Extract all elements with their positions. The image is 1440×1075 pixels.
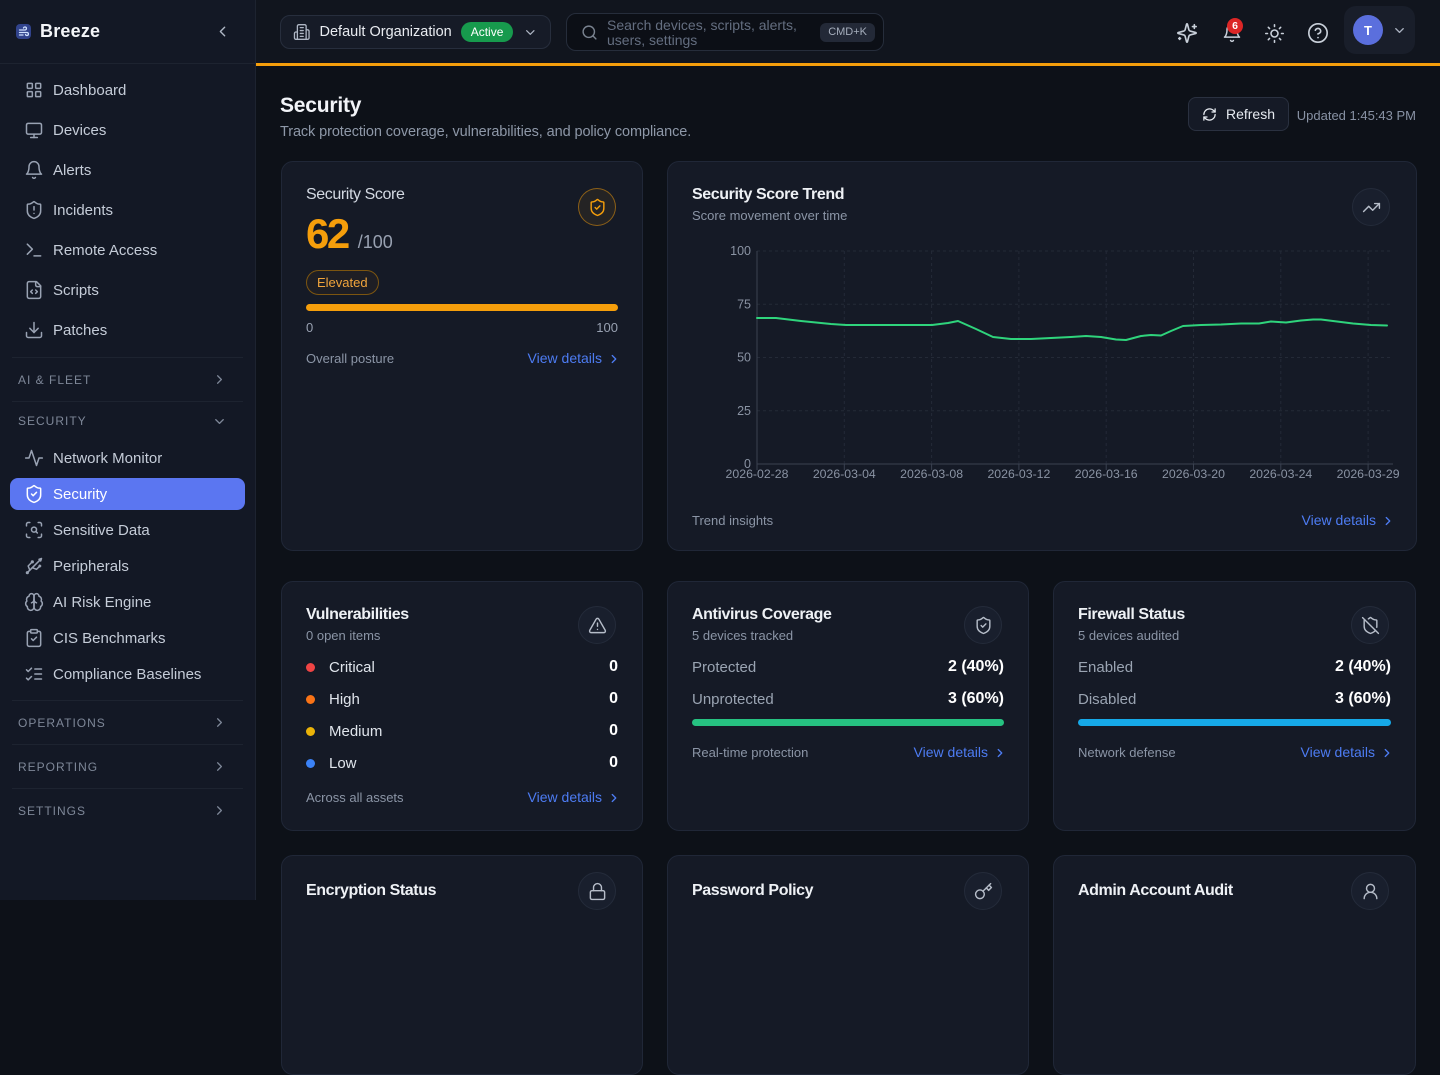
svg-text:2026-03-24: 2026-03-24 <box>1249 467 1312 481</box>
svg-text:50: 50 <box>737 351 751 365</box>
svg-text:2026-03-20: 2026-03-20 <box>1162 467 1225 481</box>
svg-text:0: 0 <box>744 457 751 471</box>
svg-text:2026-03-04: 2026-03-04 <box>813 467 876 481</box>
svg-text:75: 75 <box>737 297 751 311</box>
svg-text:2026-03-16: 2026-03-16 <box>1075 467 1138 481</box>
svg-text:2026-03-08: 2026-03-08 <box>900 467 963 481</box>
svg-text:2026-02-28: 2026-02-28 <box>726 467 789 481</box>
svg-text:2026-03-29: 2026-03-29 <box>1337 467 1400 481</box>
svg-text:100: 100 <box>730 244 751 258</box>
svg-text:25: 25 <box>737 404 751 418</box>
svg-text:2026-03-12: 2026-03-12 <box>987 467 1050 481</box>
